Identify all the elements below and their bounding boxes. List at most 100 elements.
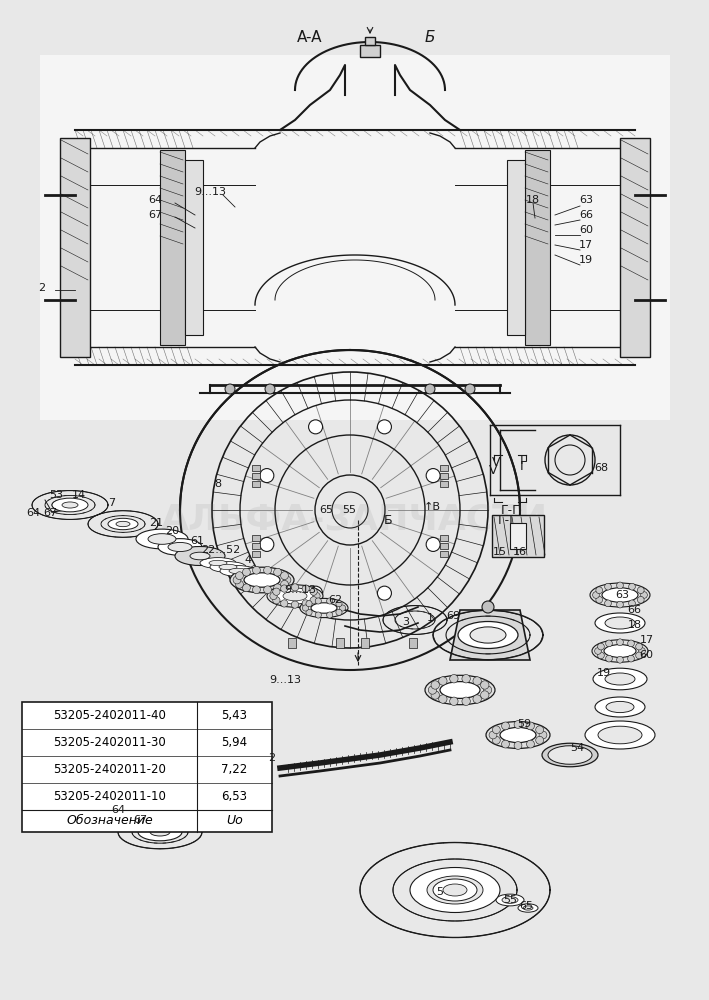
Ellipse shape (605, 673, 635, 685)
Text: 21: 21 (149, 518, 163, 528)
Circle shape (270, 592, 277, 600)
Circle shape (637, 587, 644, 594)
Circle shape (283, 576, 291, 584)
Circle shape (260, 469, 274, 483)
Ellipse shape (116, 521, 130, 527)
Text: Обозначение: Обозначение (66, 814, 153, 828)
Text: 67: 67 (133, 815, 147, 825)
Text: 9...13: 9...13 (269, 675, 301, 685)
Circle shape (336, 609, 342, 615)
Text: 4: 4 (245, 555, 252, 565)
Circle shape (598, 643, 604, 650)
Text: 2: 2 (38, 283, 45, 293)
Circle shape (527, 722, 535, 730)
Bar (440, 535, 448, 541)
Ellipse shape (523, 906, 533, 910)
Circle shape (514, 721, 522, 728)
Ellipse shape (427, 876, 483, 904)
Bar (288, 638, 296, 648)
Text: 66: 66 (627, 605, 641, 615)
Bar (252, 473, 260, 479)
Text: 66: 66 (579, 210, 593, 220)
Text: 54: 54 (570, 743, 584, 753)
Text: 14: 14 (72, 490, 86, 500)
Ellipse shape (190, 552, 210, 560)
Text: 53205-2402011-20: 53205-2402011-20 (53, 763, 166, 776)
Circle shape (641, 592, 647, 598)
Text: 53205-2402011-30: 53205-2402011-30 (53, 736, 166, 749)
Circle shape (617, 656, 623, 663)
Circle shape (235, 580, 243, 588)
Text: 19: 19 (597, 668, 611, 678)
Bar (336, 638, 344, 648)
Circle shape (327, 612, 333, 618)
Text: 3: 3 (403, 617, 410, 627)
Circle shape (605, 583, 611, 590)
Text: 60: 60 (579, 225, 593, 235)
Text: A-A: A-A (297, 30, 323, 45)
Circle shape (336, 601, 342, 607)
Ellipse shape (311, 603, 337, 613)
Circle shape (605, 655, 613, 662)
Circle shape (493, 726, 501, 734)
Circle shape (225, 384, 235, 394)
Ellipse shape (433, 879, 477, 901)
Text: 65: 65 (319, 505, 333, 515)
Circle shape (431, 681, 440, 689)
Text: 53205-2402011-10: 53205-2402011-10 (53, 790, 166, 803)
Bar (252, 551, 260, 557)
Circle shape (489, 731, 497, 739)
Text: 67: 67 (43, 508, 57, 518)
Text: 62: 62 (328, 595, 342, 605)
Circle shape (306, 609, 312, 615)
Circle shape (627, 655, 635, 662)
Circle shape (242, 568, 250, 576)
Circle shape (340, 605, 345, 611)
Ellipse shape (108, 518, 138, 530)
Circle shape (274, 584, 281, 592)
Circle shape (473, 677, 481, 685)
Text: 17: 17 (640, 635, 654, 645)
Text: 5,94: 5,94 (221, 736, 247, 749)
Ellipse shape (585, 721, 655, 749)
Circle shape (639, 648, 645, 654)
Ellipse shape (148, 534, 176, 544)
Ellipse shape (598, 726, 642, 744)
Circle shape (281, 600, 288, 607)
Text: 16: 16 (513, 547, 527, 557)
Text: V: V (492, 456, 501, 468)
Ellipse shape (606, 701, 634, 713)
Ellipse shape (219, 564, 237, 570)
Bar (510, 523, 526, 549)
Circle shape (426, 469, 440, 483)
Text: 64: 64 (26, 508, 40, 518)
Bar (185, 160, 203, 335)
Circle shape (281, 585, 288, 592)
Bar (409, 638, 417, 648)
Text: Б: Б (384, 514, 392, 526)
Text: 5,43: 5,43 (221, 709, 247, 722)
Circle shape (302, 600, 309, 607)
Ellipse shape (593, 668, 647, 690)
Text: 64: 64 (148, 195, 162, 205)
Bar (525, 150, 550, 345)
Ellipse shape (244, 573, 280, 587)
Circle shape (617, 639, 623, 646)
Circle shape (539, 731, 547, 739)
Ellipse shape (496, 894, 524, 906)
Ellipse shape (458, 621, 518, 648)
Circle shape (302, 585, 309, 592)
Circle shape (260, 537, 274, 551)
Bar (507, 160, 525, 335)
Bar (620, 138, 650, 357)
Text: 9...13: 9...13 (284, 585, 316, 595)
Bar (22, 702, 272, 832)
Text: 63: 63 (579, 195, 593, 205)
Circle shape (431, 691, 440, 699)
Circle shape (316, 612, 321, 618)
Text: 5: 5 (437, 887, 444, 897)
Ellipse shape (52, 500, 72, 510)
Circle shape (617, 582, 623, 589)
Text: 64: 64 (111, 805, 125, 815)
Ellipse shape (548, 746, 592, 764)
